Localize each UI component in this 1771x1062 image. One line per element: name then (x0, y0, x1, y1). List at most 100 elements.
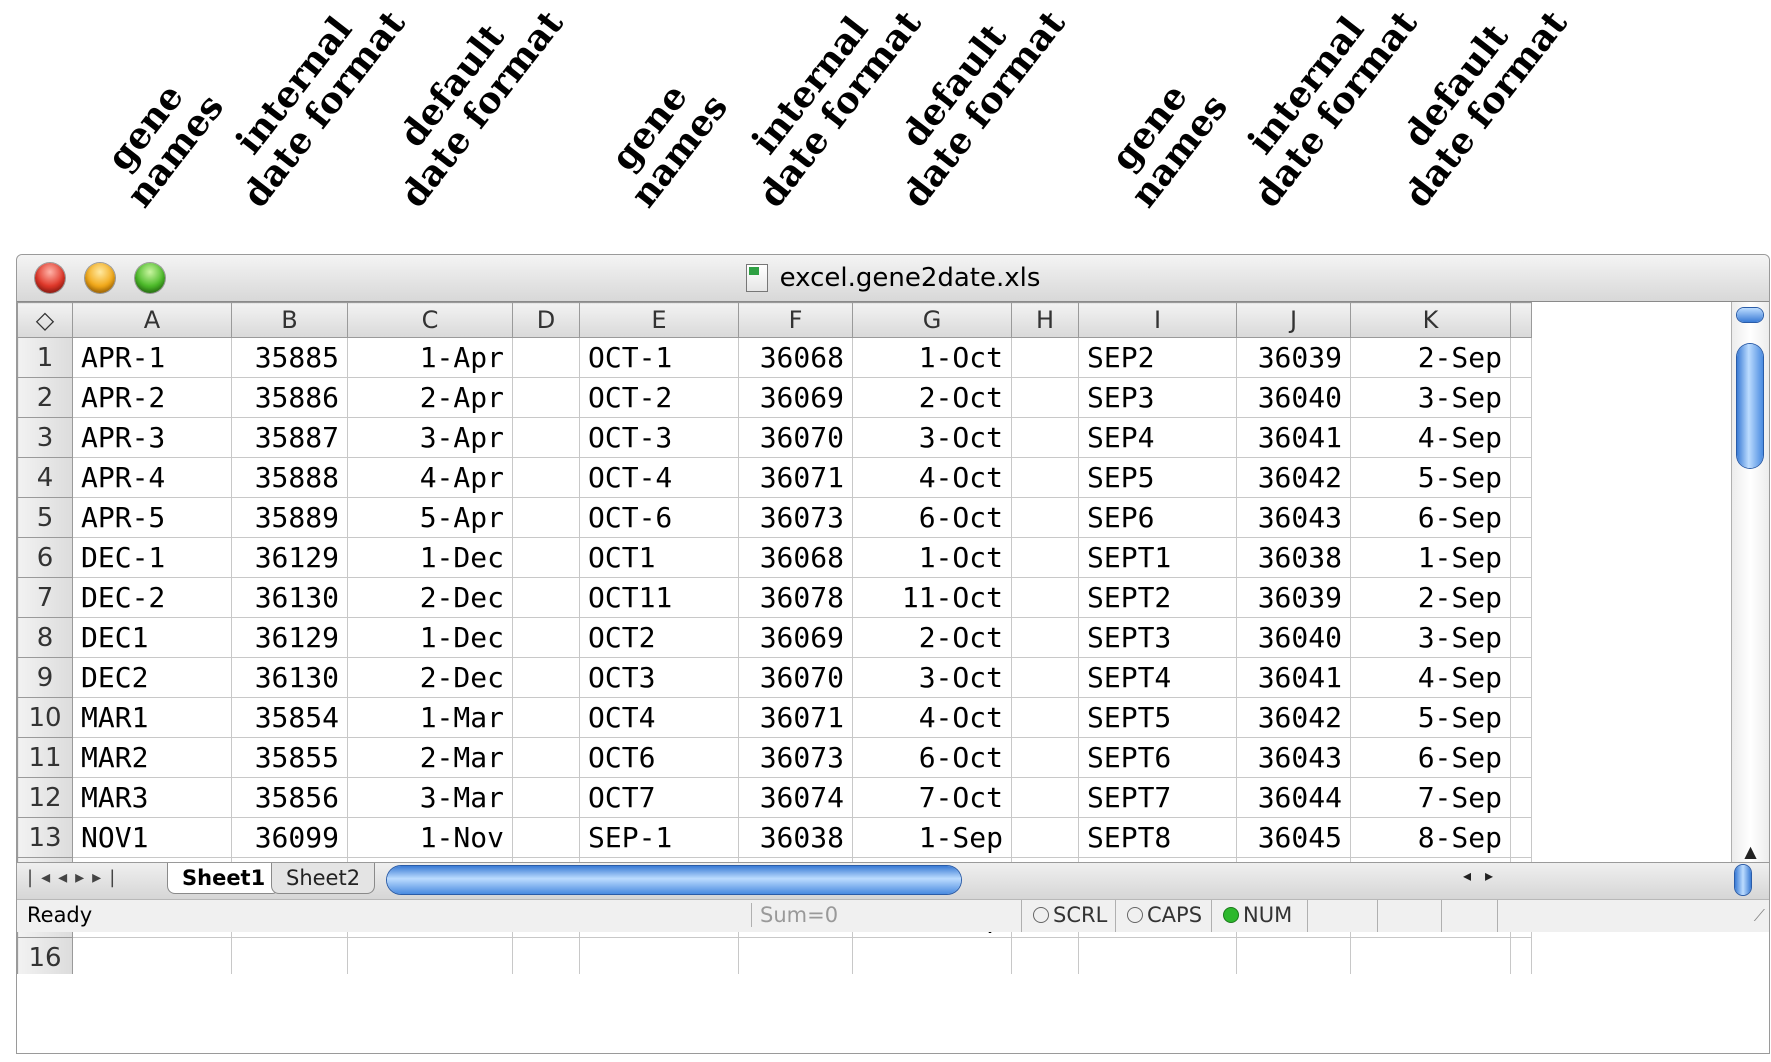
column-header-j[interactable]: J (1236, 302, 1351, 338)
cell-k[interactable]: 2-Sep (1350, 577, 1511, 618)
row-header[interactable]: 2 (17, 377, 73, 418)
cell-b[interactable]: 36129 (231, 537, 348, 578)
cell-d[interactable] (512, 737, 580, 778)
cell-h[interactable] (1011, 777, 1079, 818)
cell-b[interactable]: 36130 (231, 657, 348, 698)
close-button[interactable] (35, 263, 65, 293)
cell-i[interactable]: SEP4 (1078, 417, 1237, 458)
cell-k[interactable]: 3-Sep (1350, 377, 1511, 418)
row-header[interactable]: 11 (17, 737, 73, 778)
cell-e[interactable]: OCT11 (579, 577, 739, 618)
cell-h[interactable] (1011, 697, 1079, 738)
cell-e[interactable]: OCT2 (579, 617, 739, 658)
cell-j[interactable]: 36039 (1236, 577, 1351, 618)
cell-f[interactable]: 36068 (738, 537, 853, 578)
cell-l[interactable] (1510, 617, 1532, 658)
cell-f[interactable] (738, 937, 853, 974)
cell-i[interactable]: SEPT8 (1078, 817, 1237, 858)
cell-l[interactable] (1510, 417, 1532, 458)
cell-a[interactable]: MAR1 (72, 697, 232, 738)
cell-c[interactable]: 2-Dec (347, 577, 513, 618)
cell-h[interactable] (1011, 537, 1079, 578)
cell-j[interactable]: 36040 (1236, 617, 1351, 658)
resize-grip-icon[interactable]: ⟋ (1753, 906, 1765, 925)
cell-b[interactable]: 35856 (231, 777, 348, 818)
cell-c[interactable]: 2-Dec (347, 657, 513, 698)
cell-b[interactable] (231, 937, 348, 974)
row-header[interactable]: 3 (17, 417, 73, 458)
column-header-k[interactable]: K (1350, 302, 1511, 338)
cell-l[interactable] (1510, 737, 1532, 778)
vertical-scrollbar[interactable]: ▲ ▼ (1731, 302, 1769, 916)
cell-h[interactable] (1011, 937, 1079, 974)
row-header[interactable]: 1 (17, 337, 73, 378)
cell-d[interactable] (512, 617, 580, 658)
cell-c[interactable]: 4-Apr (347, 457, 513, 498)
cell-j[interactable]: 36045 (1236, 817, 1351, 858)
cell-c[interactable]: 1-Mar (347, 697, 513, 738)
cell-i[interactable]: SEP6 (1078, 497, 1237, 538)
cell-l[interactable] (1510, 377, 1532, 418)
cell-f[interactable]: 36071 (738, 457, 853, 498)
cell-l[interactable] (1510, 817, 1532, 858)
cell-e[interactable] (579, 937, 739, 974)
cell-c[interactable]: 3-Mar (347, 777, 513, 818)
row-header[interactable]: 8 (17, 617, 73, 658)
cell-d[interactable] (512, 377, 580, 418)
cell-g[interactable]: 6-Oct (852, 737, 1012, 778)
cell-e[interactable]: OCT-1 (579, 337, 739, 378)
column-header-d[interactable]: D (512, 302, 580, 338)
cell-c[interactable]: 3-Apr (347, 417, 513, 458)
cell-k[interactable]: 7-Sep (1350, 777, 1511, 818)
cell-c[interactable] (347, 937, 513, 974)
cell-d[interactable] (512, 817, 580, 858)
cell-b[interactable]: 36130 (231, 577, 348, 618)
cell-a[interactable]: DEC-2 (72, 577, 232, 618)
cell-b[interactable]: 36129 (231, 617, 348, 658)
cell-g[interactable]: 4-Oct (852, 697, 1012, 738)
minimize-button[interactable] (85, 263, 115, 293)
cell-a[interactable]: APR-4 (72, 457, 232, 498)
title-bar[interactable]: excel.gene2date.xls (17, 255, 1769, 302)
cell-g[interactable]: 4-Oct (852, 457, 1012, 498)
cell-b[interactable]: 35887 (231, 417, 348, 458)
cell-a[interactable] (72, 937, 232, 974)
cell-i[interactable]: SEPT5 (1078, 697, 1237, 738)
column-header-a[interactable]: A (72, 302, 232, 338)
cell-i[interactable]: SEPT3 (1078, 617, 1237, 658)
cell-k[interactable]: 4-Sep (1350, 417, 1511, 458)
row-header[interactable]: 12 (17, 777, 73, 818)
cell-i[interactable]: SEPT6 (1078, 737, 1237, 778)
cell-j[interactable]: 36040 (1236, 377, 1351, 418)
cell-g[interactable]: 2-Oct (852, 617, 1012, 658)
cell-g[interactable]: 3-Oct (852, 657, 1012, 698)
cell-i[interactable] (1078, 937, 1237, 974)
cell-h[interactable] (1011, 817, 1079, 858)
tab-sheet1[interactable]: Sheet1 (167, 863, 281, 894)
cell-k[interactable]: 3-Sep (1350, 617, 1511, 658)
cell-h[interactable] (1011, 497, 1079, 538)
cell-h[interactable] (1011, 617, 1079, 658)
cell-i[interactable]: SEPT1 (1078, 537, 1237, 578)
cell-d[interactable] (512, 697, 580, 738)
cell-d[interactable] (512, 417, 580, 458)
cell-c[interactable]: 1-Apr (347, 337, 513, 378)
column-header-b[interactable]: B (231, 302, 348, 338)
horizontal-scrollbar[interactable] (387, 866, 1467, 894)
cell-j[interactable]: 36044 (1236, 777, 1351, 818)
cell-d[interactable] (512, 937, 580, 974)
cell-k[interactable]: 2-Sep (1350, 337, 1511, 378)
column-header-h[interactable]: H (1011, 302, 1079, 338)
cell-b[interactable]: 35889 (231, 497, 348, 538)
cell-e[interactable]: OCT-4 (579, 457, 739, 498)
cell-j[interactable]: 36042 (1236, 697, 1351, 738)
cell-c[interactable]: 5-Apr (347, 497, 513, 538)
cell-g[interactable]: 11-Oct (852, 577, 1012, 618)
cell-e[interactable]: OCT7 (579, 777, 739, 818)
cell-b[interactable]: 35888 (231, 457, 348, 498)
cell-j[interactable]: 36041 (1236, 657, 1351, 698)
vertical-split-handle[interactable] (1737, 308, 1763, 322)
cell-b[interactable]: 35885 (231, 337, 348, 378)
cell-g[interactable] (852, 937, 1012, 974)
cell-e[interactable]: OCT-3 (579, 417, 739, 458)
